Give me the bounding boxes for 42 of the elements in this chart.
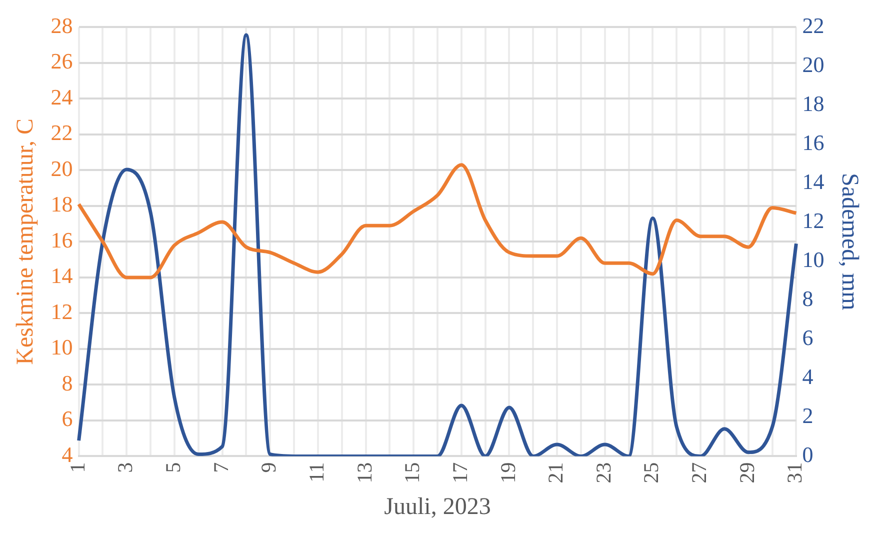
x-tick-label: 27	[687, 462, 712, 484]
line-series	[77, 163, 798, 280]
x-tick-label: 13	[352, 462, 376, 484]
y2-tick-label: 18	[802, 90, 824, 116]
y2-tick-label: 14	[802, 168, 824, 194]
y2-tick-label: 2	[802, 402, 814, 428]
y-tick-label: 8	[62, 370, 73, 396]
x-tick-label: 11	[304, 462, 328, 482]
x-tick-label: 15	[400, 462, 424, 484]
x-tick-label: 25	[639, 462, 664, 484]
y2-tick-label: 6	[802, 324, 814, 350]
y-tick-label: 6	[62, 406, 73, 432]
y2-axis-title: Sademed, mm	[836, 173, 862, 311]
y2-tick-label: 12	[802, 208, 824, 233]
y-axis-title: Keskmine temperatuur, C	[12, 118, 39, 365]
x-tick-label: 9	[256, 462, 281, 473]
x-tick-label: 29	[734, 462, 759, 484]
y-tick-label: 20	[50, 156, 73, 181]
y2-tick-label: 4	[802, 364, 814, 389]
x-tick-label: 21	[544, 462, 568, 484]
y-tick-label: 10	[50, 334, 73, 360]
x-tick-label: 19	[496, 462, 520, 484]
y-tick-label: 14	[50, 263, 73, 288]
y2-tick-label: 10	[802, 246, 824, 272]
y2-tick-label: 20	[802, 52, 824, 77]
y-tick-label: 18	[50, 192, 73, 217]
x-axis-title: Juuli, 2023	[384, 494, 491, 520]
y-tick-label: 22	[50, 120, 73, 146]
y-tick-label: 16	[50, 227, 73, 252]
line-series	[77, 33, 798, 456]
x-tick-label: 17	[448, 462, 472, 484]
x-tick-label: 23	[591, 462, 616, 484]
y-tick-label: 26	[50, 48, 73, 74]
x-tick-label: 3	[113, 462, 138, 473]
y2-tick-label: 22	[802, 12, 824, 38]
y-tick-label: 24	[50, 84, 73, 110]
x-tick-label: 5	[160, 462, 185, 473]
y2-tick-label: 8	[802, 286, 814, 311]
y-tick-label: 12	[50, 298, 73, 324]
y-tick-label: 28	[50, 12, 73, 38]
y2-tick-label: 16	[802, 130, 824, 155]
x-tick-label: 7	[208, 462, 233, 473]
